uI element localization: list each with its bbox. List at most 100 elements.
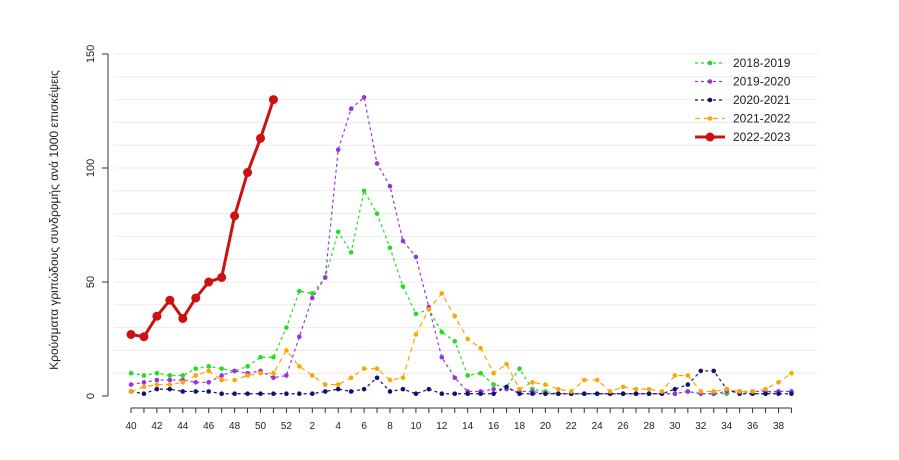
y-axis-label: Κρούσματα γριπώδους συνδρομής ανά 1000 ε… (47, 70, 61, 370)
data-point (243, 168, 253, 178)
data-point (646, 386, 652, 392)
data-point (361, 95, 367, 100)
x-tick-label: 14 (462, 421, 474, 432)
data-point (335, 382, 341, 387)
data-point (387, 377, 393, 383)
series-line (130, 370, 792, 395)
data-point (504, 384, 509, 390)
data-point (271, 375, 276, 381)
data-point (284, 348, 289, 353)
x-tick-label: 50 (255, 421, 267, 432)
data-point (204, 277, 214, 287)
data-point (335, 386, 341, 392)
data-point (543, 382, 548, 387)
series-line (130, 96, 792, 395)
data-point (439, 291, 445, 296)
legend-label: 2022-2023 (733, 130, 791, 144)
data-point (517, 391, 522, 397)
data-point (284, 373, 289, 378)
data-point (763, 391, 768, 397)
data-point (193, 380, 199, 385)
data-point (232, 368, 237, 374)
data-point (348, 106, 354, 112)
legend-label: 2020-2021 (733, 93, 791, 107)
data-point (452, 375, 458, 381)
data-point (426, 307, 432, 312)
data-point (232, 377, 237, 383)
data-point (724, 386, 729, 392)
data-point (167, 377, 173, 383)
data-point (478, 345, 483, 351)
data-point (465, 336, 471, 342)
x-tick-label: 16 (488, 421, 500, 432)
data-point (413, 332, 419, 337)
data-point (310, 291, 315, 296)
data-point (400, 375, 406, 381)
data-point (271, 370, 276, 376)
data-point (374, 161, 380, 166)
series-line (130, 189, 792, 395)
data-point (245, 373, 250, 378)
data-point (400, 284, 406, 289)
data-point (271, 391, 276, 397)
data-point (141, 380, 147, 385)
data-point (387, 245, 393, 251)
x-tick-label: 22 (566, 421, 578, 432)
x-tick-label: 18 (514, 421, 526, 432)
legend-swatch-point (707, 79, 713, 84)
data-point (217, 272, 227, 282)
data-point (685, 382, 691, 387)
x-tick-label: 20 (540, 421, 552, 432)
data-point (543, 391, 548, 397)
data-point (297, 288, 302, 294)
y-axis: 0 50 100 150 (85, 45, 109, 399)
data-point (517, 366, 522, 371)
x-tick-label: 28 (643, 421, 655, 432)
data-point (141, 384, 147, 390)
data-point (258, 391, 263, 397)
data-point (789, 370, 794, 376)
data-point (607, 389, 613, 394)
data-point (413, 254, 419, 260)
data-point (556, 386, 561, 392)
x-tick-label: 2 (310, 421, 316, 432)
data-point (620, 391, 626, 397)
data-point (193, 373, 199, 378)
data-point (685, 373, 691, 378)
legend-item: 2022-2023 (695, 130, 791, 144)
x-tick-label: 42 (151, 421, 163, 432)
data-point (219, 373, 224, 378)
data-point (439, 329, 445, 335)
data-point (128, 389, 134, 394)
data-point (581, 391, 587, 397)
data-point (271, 354, 276, 360)
data-point (219, 366, 224, 371)
x-tick-label: 6 (361, 421, 367, 432)
legend-swatch-point (707, 60, 713, 66)
data-point (452, 338, 458, 344)
data-point (219, 391, 224, 397)
data-point (284, 391, 289, 397)
data-point (633, 386, 639, 392)
data-point (491, 391, 496, 397)
data-point (698, 389, 704, 394)
data-point (268, 95, 278, 105)
data-point (413, 391, 419, 397)
data-point (141, 391, 147, 397)
data-point (361, 188, 367, 194)
data-point (504, 361, 509, 367)
data-point (387, 389, 393, 394)
data-point (556, 391, 561, 397)
data-point (154, 386, 160, 392)
series-2021-2022 (128, 291, 794, 394)
legend-item: 2018-2019 (695, 56, 791, 70)
data-point (698, 368, 704, 374)
series-2018-2019 (128, 188, 794, 397)
x-tick-label: 26 (618, 421, 630, 432)
data-point (335, 229, 341, 235)
data-point (219, 377, 224, 383)
legend: 2018-2019 2019-2020 2020-2021 2021-2022 2022… (695, 56, 791, 144)
data-point (439, 354, 445, 360)
data-point (348, 389, 354, 394)
data-point (685, 389, 691, 394)
